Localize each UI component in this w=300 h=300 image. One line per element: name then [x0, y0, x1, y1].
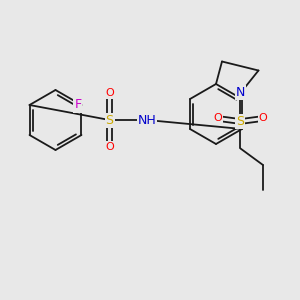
Text: NH: NH: [138, 113, 156, 127]
Text: F: F: [74, 98, 81, 112]
Text: S: S: [236, 115, 244, 128]
Text: S: S: [106, 113, 113, 127]
Text: O: O: [259, 113, 267, 124]
Text: O: O: [214, 113, 222, 124]
Text: O: O: [105, 88, 114, 98]
Text: O: O: [105, 142, 114, 152]
Text: N: N: [236, 86, 245, 100]
